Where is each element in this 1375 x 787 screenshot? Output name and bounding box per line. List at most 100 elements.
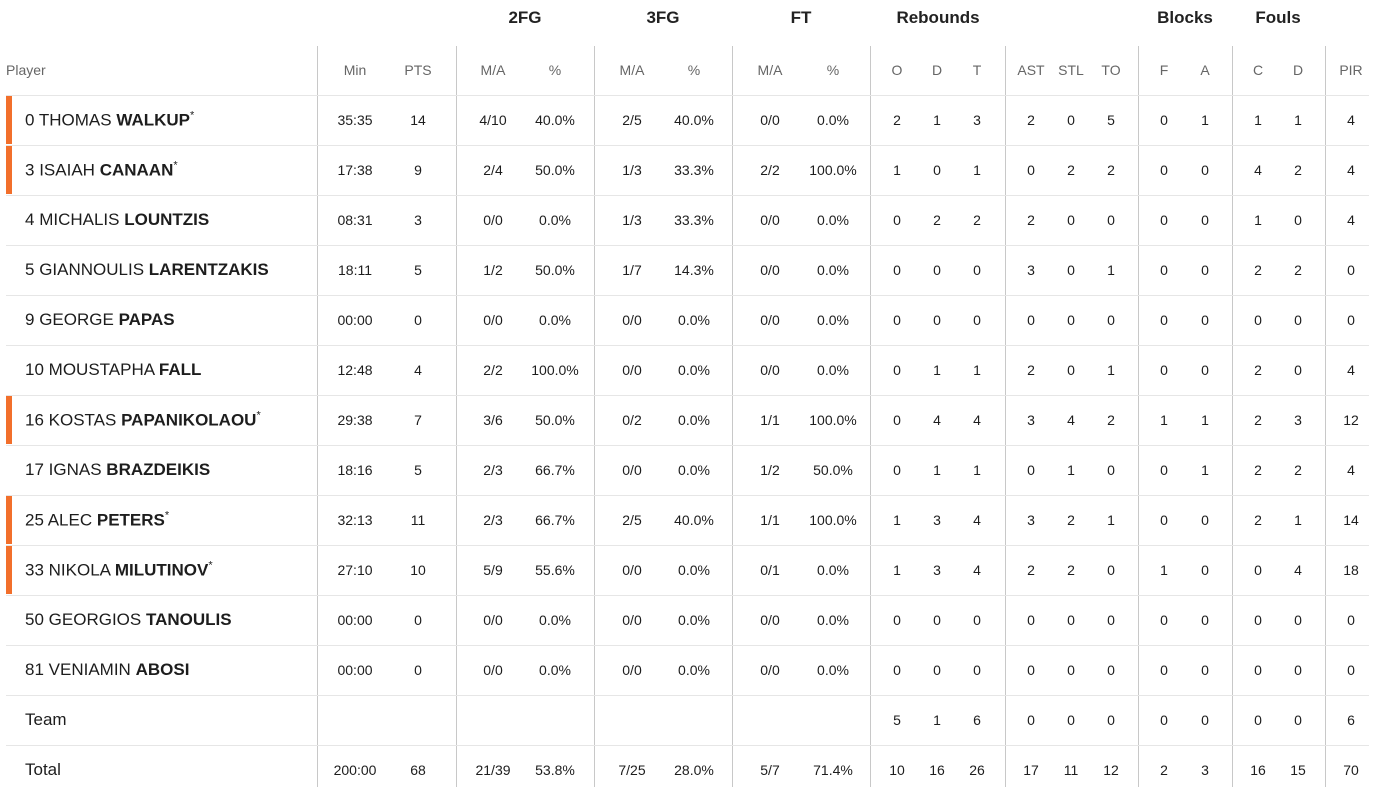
stat-cell: 6	[973, 712, 981, 728]
group-header: Fouls	[1255, 8, 1301, 27]
stat-cell: 33.3%	[674, 162, 714, 178]
stat-cell: 70	[1343, 762, 1359, 778]
stat-cell: 0.0%	[678, 412, 710, 428]
stat-cell: 27:10	[337, 562, 373, 578]
player-number: 81	[25, 660, 44, 679]
stat-cell: 0	[933, 312, 941, 328]
player-name: 33 NIKOLA MILUTINOV*	[25, 560, 213, 581]
stat-cell: 1	[893, 512, 901, 528]
stat-cell: 0	[1160, 512, 1168, 528]
stat-cell: 1	[1201, 412, 1209, 428]
row-divider	[6, 695, 1369, 696]
column-header: %	[687, 62, 701, 78]
stat-cell: 1/1	[760, 412, 780, 428]
player-name: 0 THOMAS WALKUP*	[25, 110, 194, 131]
stat-cell: 4	[933, 412, 941, 428]
stat-cell: 0	[933, 612, 941, 628]
stat-cell: 2	[1107, 412, 1115, 428]
stat-cell: 2/5	[622, 112, 642, 128]
stat-cell: 4	[1347, 162, 1355, 178]
stat-cell: 0/0	[760, 262, 780, 278]
stat-cell: 35:35	[337, 112, 373, 128]
stat-cell: 4	[973, 562, 981, 578]
stat-cell: 0	[1160, 662, 1168, 678]
first-name: KOSTAS	[48, 410, 117, 430]
stat-cell: 1	[893, 162, 901, 178]
stat-cell: 0	[1347, 612, 1355, 628]
stat-cell: 3	[973, 112, 981, 128]
stat-cell: 2/5	[622, 512, 642, 528]
stat-cell: 0	[1254, 662, 1262, 678]
stat-cell: 2	[1107, 162, 1115, 178]
column-header: AST	[1017, 62, 1045, 78]
group-header: Rebounds	[896, 8, 980, 27]
stat-cell: 1	[933, 462, 941, 478]
stat-cell: 0.0%	[678, 462, 710, 478]
stat-cell: 0	[1067, 112, 1075, 128]
stat-cell: 0/0	[622, 312, 642, 328]
stat-cell: 1	[1160, 562, 1168, 578]
stat-cell: 50.0%	[535, 412, 575, 428]
row-divider	[6, 195, 1369, 196]
stat-cell: 0	[1067, 612, 1075, 628]
stat-cell: 0	[1294, 362, 1302, 378]
stat-cell: 0	[1027, 462, 1035, 478]
last-name: FALL	[158, 360, 202, 379]
stat-cell: 2/4	[483, 162, 503, 178]
stat-cell: 0/0	[760, 112, 780, 128]
stat-cell: 0	[1027, 712, 1035, 728]
last-name: CANAAN	[99, 160, 174, 180]
stat-cell: 0	[1160, 312, 1168, 328]
total-label: Team	[25, 710, 67, 729]
stat-cell: 4	[1067, 412, 1075, 428]
stat-cell: 50.0%	[813, 462, 853, 478]
stat-cell: 0.0%	[539, 312, 571, 328]
stat-cell: 1/3	[622, 212, 642, 228]
stat-cell: 26	[969, 762, 985, 778]
stat-cell: 0	[1160, 262, 1168, 278]
stat-cell: 5/9	[483, 562, 503, 578]
stat-cell: 0	[1201, 362, 1209, 378]
starter-indicator	[6, 546, 12, 594]
stat-cell: 1	[1254, 112, 1262, 128]
stat-cell: 28.0%	[674, 762, 714, 778]
stat-cell: 0	[933, 162, 941, 178]
player-number: 33	[25, 560, 44, 580]
stat-cell: 2/3	[483, 512, 503, 528]
group-header: FT	[790, 8, 812, 27]
first-name: ALEC	[47, 510, 93, 530]
stat-cell: 0.0%	[817, 212, 849, 228]
starter-mark: *	[256, 409, 261, 422]
stat-cell: 10	[889, 762, 905, 778]
stat-cell: 14	[1343, 512, 1359, 528]
group-header: 3FG	[646, 8, 680, 27]
stat-cell: 2	[1067, 562, 1075, 578]
stat-cell: 0	[1201, 662, 1209, 678]
stat-cell: 1/7	[622, 262, 642, 278]
player-number: 5	[25, 260, 35, 279]
stat-cell: 1	[1107, 512, 1115, 528]
stat-cell: 40.0%	[674, 112, 714, 128]
stat-cell: 0.0%	[678, 362, 710, 378]
stat-cell: 0/0	[760, 612, 780, 628]
stat-cell: 0	[1107, 712, 1115, 728]
stat-cell: 2	[1027, 562, 1035, 578]
stat-cell: 2	[1254, 262, 1262, 278]
last-name: WALKUP	[116, 110, 191, 130]
stat-cell: 0/2	[622, 412, 642, 428]
stat-cell: 2/2	[483, 362, 503, 378]
column-header: T	[972, 62, 982, 78]
total-label: Total	[25, 760, 61, 779]
player-name: 16 KOSTAS PAPANIKOLAOU*	[25, 410, 261, 431]
row-divider	[6, 295, 1369, 296]
stat-cell: 2/3	[483, 462, 503, 478]
column-header: M/A	[480, 62, 506, 78]
stat-cell: 1	[1160, 412, 1168, 428]
column-header: STL	[1058, 62, 1084, 78]
column-separator	[870, 46, 871, 787]
stat-cell: 40.0%	[674, 512, 714, 528]
player-name: 50 GEORGIOS TANOULIS	[25, 610, 232, 630]
stat-cell: 2	[933, 212, 941, 228]
stat-cell: 18:16	[337, 462, 373, 478]
column-separator	[456, 46, 457, 787]
